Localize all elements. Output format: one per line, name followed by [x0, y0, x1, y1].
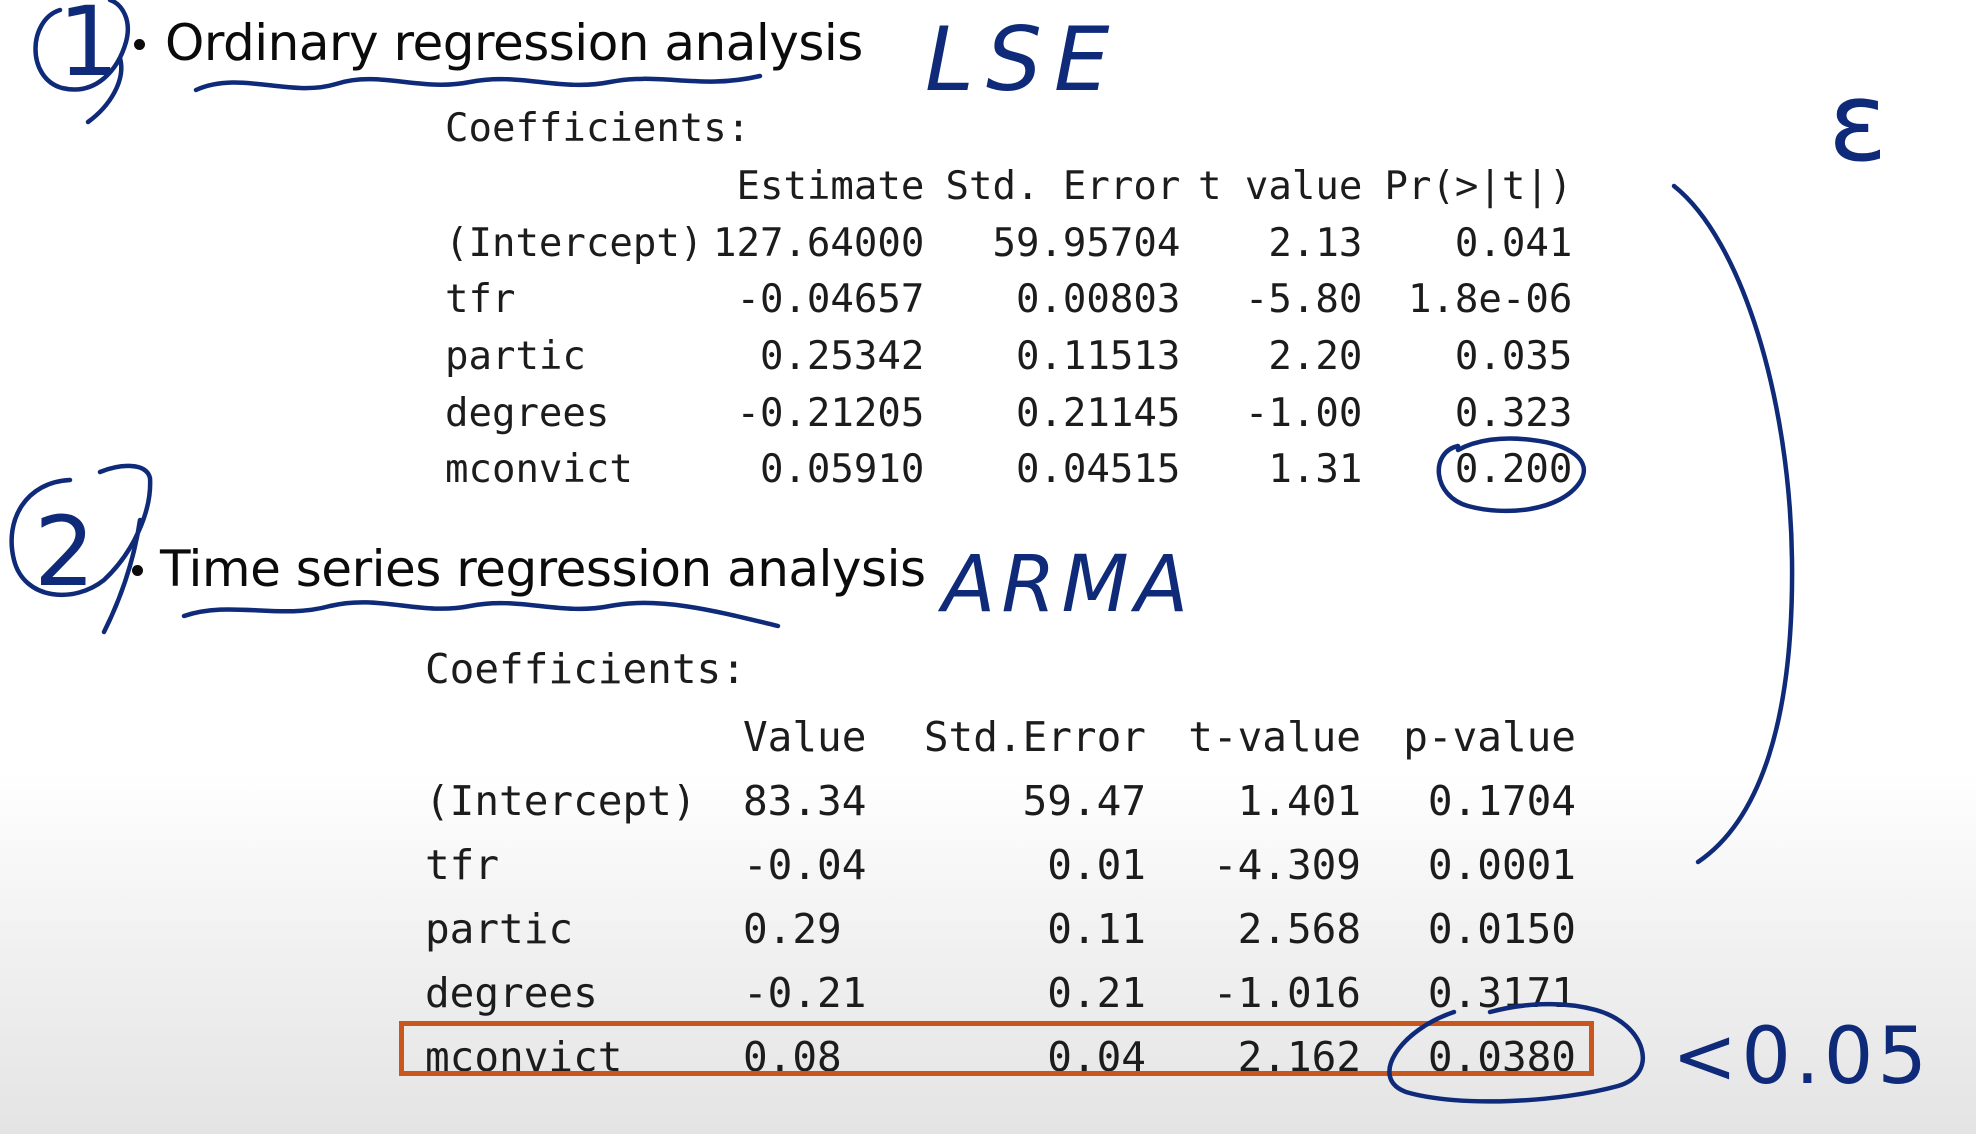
- table-row: degrees -0.21205 0.21145 -1.00 0.323: [445, 385, 1572, 442]
- table-cell: 0.05910: [759, 447, 925, 493]
- heading1-underline: [193, 73, 763, 93]
- table-cell: 2.13: [1268, 220, 1363, 266]
- table-cell: 2.568: [1237, 905, 1361, 953]
- annotation-lse: LSE: [925, 8, 1122, 111]
- table-cell: 127.64000: [713, 220, 925, 266]
- row-name: mconvict: [445, 447, 633, 493]
- section2-heading: Time series regression analysis: [160, 540, 926, 598]
- table-row: tfr -0.04657 0.00803 -5.80 1.8e-06: [445, 271, 1572, 328]
- row-name: tfr: [445, 277, 516, 323]
- table-cell: 0.25342: [759, 333, 925, 379]
- table-cell: 0.323: [1454, 390, 1573, 436]
- table-cell: 0.01: [1047, 841, 1146, 889]
- arma-p-value-oval: [1387, 1001, 1645, 1104]
- column-header: t value: [1197, 163, 1363, 209]
- circled-p-value: 0.200: [1454, 447, 1573, 493]
- column-header: t-value: [1188, 713, 1361, 761]
- table-cell: 0.11: [1047, 905, 1146, 953]
- number-1-circle: [33, 0, 130, 92]
- column-header: Pr(>|t|): [1384, 163, 1573, 209]
- row-name: tfr: [425, 841, 500, 889]
- table-row: partic 0.25342 0.11513 2.20 0.035: [445, 328, 1572, 385]
- arma-coefficients-table: Value Std.Error t-value p-value (Interce…: [425, 705, 1576, 1089]
- table-cell: 0.04515: [1015, 447, 1181, 493]
- table-cell: 1.8e-06: [1407, 277, 1573, 323]
- table-header-row: Estimate Std. Error t value Pr(>|t|): [445, 158, 1572, 215]
- column-header: p-value: [1403, 713, 1576, 761]
- table-cell: 1.31: [1268, 447, 1363, 493]
- table-cell: 0.29: [743, 905, 842, 953]
- annotation-number-1: 1: [58, 0, 120, 98]
- table-cell: 0.21145: [1015, 390, 1181, 436]
- table-cell: 0.0150: [1427, 905, 1576, 953]
- table-cell: 0.041: [1454, 220, 1573, 266]
- table-cell: -1.00: [1244, 390, 1363, 436]
- table-cell: 83.34: [743, 777, 867, 825]
- bullet-1: [134, 39, 145, 50]
- table-cell: 0.035: [1454, 333, 1573, 379]
- column-header: Std. Error: [945, 163, 1181, 209]
- number-2-circle: [9, 463, 153, 598]
- column-header: Estimate: [736, 163, 925, 209]
- bracket: [1671, 183, 1795, 865]
- annotation-threshold: <0.05: [1672, 1012, 1932, 1102]
- table-cell: 59.47: [1022, 777, 1146, 825]
- column-header: Value: [743, 713, 867, 761]
- table-cell: 0.00803: [1015, 277, 1181, 323]
- ols-coefficients-table: Estimate Std. Error t value Pr(>|t|) (In…: [445, 158, 1572, 498]
- section1-heading: Ordinary regression analysis: [165, 14, 863, 72]
- table-cell: -0.04: [743, 841, 867, 889]
- table-cell: 0.0001: [1427, 841, 1576, 889]
- row-name: partic: [425, 905, 574, 953]
- row-name: degrees: [445, 390, 610, 436]
- table-row: mconvict 0.05910 0.04515 1.31 0.200: [445, 441, 1572, 498]
- column-header: Std.Error: [923, 713, 1146, 761]
- table-cell: -4.309: [1212, 841, 1361, 889]
- table-row: partic 0.29 0.11 2.568 0.0150: [425, 897, 1576, 961]
- annotation-epsilon: ε: [1828, 58, 1888, 186]
- ols-p-value-circle: [1436, 436, 1587, 514]
- table-cell: -0.21205: [736, 390, 925, 436]
- table-cell: -5.80: [1244, 277, 1363, 323]
- table-cell: 0.11513: [1015, 333, 1181, 379]
- table-cell: 1.401: [1237, 777, 1361, 825]
- bullet-2: [132, 565, 143, 576]
- number-2-tail: [101, 517, 143, 635]
- row-name: (Intercept): [445, 220, 704, 266]
- number-1-tail: [85, 55, 124, 125]
- table-row: (Intercept) 83.34 59.47 1.401 0.1704: [425, 769, 1576, 833]
- section1-coef-label: Coefficients:: [445, 106, 751, 151]
- table-cell: 2.20: [1268, 333, 1363, 379]
- table-cell: 0.21: [1047, 969, 1146, 1017]
- row-name: (Intercept): [425, 777, 697, 825]
- heading2-underline: [181, 600, 781, 629]
- table-cell: -0.04657: [736, 277, 925, 323]
- table-cell: -0.21: [743, 969, 867, 1017]
- table-row: (Intercept) 127.64000 59.95704 2.13 0.04…: [445, 215, 1572, 272]
- section2-coef-label: Coefficients:: [425, 645, 746, 693]
- table-header-row: Value Std.Error t-value p-value: [425, 705, 1576, 769]
- table-cell: -1.016: [1212, 969, 1361, 1017]
- annotation-arma: ARMA: [942, 540, 1195, 630]
- table-cell: 59.95704: [992, 220, 1181, 266]
- row-name: partic: [445, 333, 586, 379]
- highlight-box: [399, 1021, 1594, 1076]
- table-cell: 0.1704: [1427, 777, 1576, 825]
- table-row: degrees -0.21 0.21 -1.016 0.3171: [425, 961, 1576, 1025]
- table-row: tfr -0.04 0.01 -4.309 0.0001: [425, 833, 1576, 897]
- row-name: degrees: [425, 969, 598, 1017]
